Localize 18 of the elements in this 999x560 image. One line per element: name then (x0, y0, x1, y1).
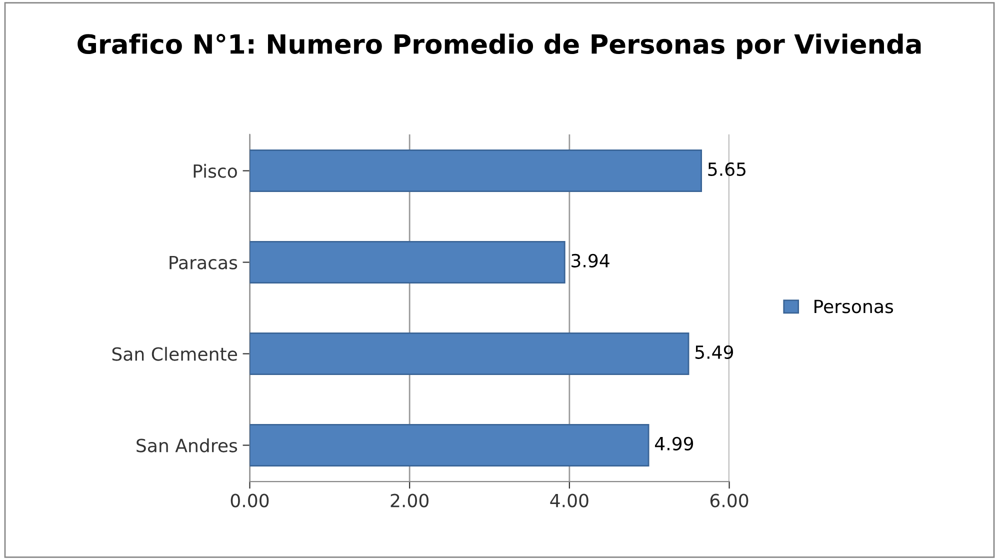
y-tick-label: Paracas (170, 256, 238, 270)
data-label: 5.49 (695, 345, 733, 359)
data-label: 5.65 (708, 162, 746, 176)
y-tick-label: San Andres (136, 438, 238, 452)
y-tick-label: Pisco (194, 164, 237, 178)
x-tick-label: 6.00 (710, 494, 748, 508)
x-tick-label: 4.00 (550, 494, 588, 508)
bar (250, 240, 566, 284)
bar (250, 424, 650, 467)
data-label: 3.94 (572, 254, 610, 268)
bar (250, 149, 702, 192)
x-tick-label: 2.00 (390, 494, 428, 508)
data-label: 4.99 (654, 436, 694, 450)
bar (250, 332, 690, 376)
legend-label: Personas (814, 300, 894, 314)
y-tick-label: San Clemente (112, 346, 237, 361)
chart-title: Grafico N°1: Numero Promedio de Personas por Vivienda (78, 34, 921, 60)
x-tick-label: 0.00 (230, 494, 269, 508)
